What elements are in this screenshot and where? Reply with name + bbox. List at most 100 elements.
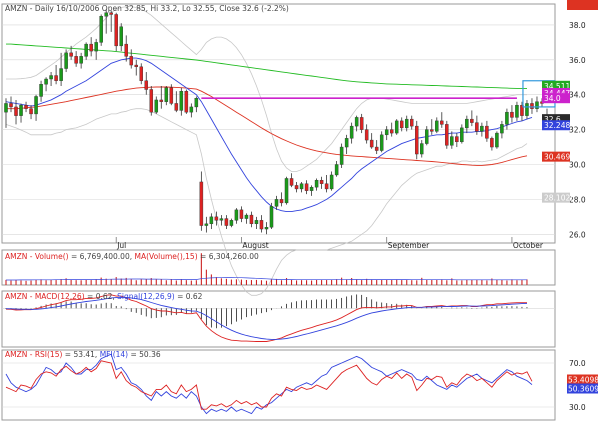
candle-body [334, 164, 339, 176]
candle-body [475, 122, 479, 132]
candle-body [480, 125, 484, 132]
date-tick-label: August [242, 241, 268, 250]
candle-body [169, 87, 174, 104]
candle-body [129, 56, 133, 66]
date-tick-label: Jul [116, 241, 126, 250]
candle-body [404, 118, 409, 129]
legend-part: AMZN - MACD(12,26) [5, 292, 85, 301]
price-tick-label: 32.0 [569, 126, 586, 135]
candle-body [505, 111, 509, 125]
macd-badge [567, 0, 598, 10]
macd-badge-label: 0.61696 [568, 0, 599, 2]
candle-body [254, 220, 259, 225]
legend-part: = 0.62, [85, 292, 118, 301]
candle-body [229, 220, 234, 226]
panel-legend: AMZN - RSI(15) = 53.41, MFI(14) = 50.36 [5, 350, 161, 359]
candle-body [369, 139, 374, 148]
candle-body [530, 103, 534, 109]
macd-line [5, 294, 527, 342]
ma50-line [6, 86, 528, 166]
candle-body [354, 117, 359, 127]
candle-body [279, 199, 284, 204]
candle-body [289, 178, 294, 186]
date-tick-label: October [513, 241, 544, 250]
candle-body [299, 183, 304, 190]
candle-body [440, 120, 444, 125]
candle-body [234, 209, 239, 221]
legend-part: = 53.41, [62, 350, 99, 359]
candle-body [224, 218, 229, 226]
candle-body [309, 186, 314, 191]
bollinger-lower-line [5, 108, 528, 296]
candle-body [134, 64, 138, 68]
candle-body [204, 223, 209, 226]
candle-body [490, 138, 494, 148]
candle-body [189, 106, 194, 113]
macd-signal-line [5, 296, 528, 340]
candle-body [9, 103, 13, 108]
candle-body [59, 68, 63, 81]
legend-part: AMZN - Volume() [5, 252, 69, 261]
legend-part: = 6,769,400.00, [69, 252, 135, 261]
candle-body [455, 136, 459, 143]
candle-body [139, 66, 144, 81]
candle-body [520, 104, 524, 116]
candle-body [144, 80, 149, 90]
candle-body [374, 146, 379, 151]
candle-body [339, 146, 344, 165]
candle-body [124, 43, 128, 57]
price-badge-label: 32.248 [544, 121, 570, 130]
ma20-line [5, 57, 533, 213]
candle-body [149, 89, 154, 113]
candle-body [94, 42, 98, 52]
candle-body [119, 26, 123, 47]
candle-body [394, 120, 399, 134]
candle-body [64, 52, 68, 69]
candle-body [319, 179, 324, 184]
legend-part: MA(Volume(),15) [135, 252, 198, 261]
legend-part: = 0.62 [175, 292, 203, 301]
candle-body [179, 91, 184, 111]
candle-body [14, 106, 18, 116]
candle-body [269, 206, 274, 228]
price-badge [542, 80, 570, 91]
candle-body [259, 220, 264, 230]
candle-body [114, 14, 118, 47]
candle-body [19, 104, 23, 116]
price-badge [542, 120, 570, 131]
legend-part: = 6,304,260.00 [198, 252, 259, 261]
candle-body [54, 75, 58, 81]
rsi-tick-label: 70.0 [569, 359, 586, 368]
candlesticks [4, 9, 549, 235]
candle-body [425, 129, 429, 144]
candle-body [99, 16, 103, 43]
candle-body [304, 183, 309, 191]
legend-part: MFI(14) [100, 350, 128, 359]
candle-body [184, 91, 189, 113]
candle-body [244, 214, 249, 219]
candle-body [324, 183, 329, 190]
macd-lines [5, 294, 528, 342]
price-badge [542, 151, 570, 162]
price-axis: 38.036.034.032.030.028.026.034.511834.44… [542, 21, 586, 239]
rsi-grid: 70.0 30.0 [2, 359, 586, 412]
candle-body [219, 218, 224, 221]
price-badge [542, 192, 570, 203]
candle-body [344, 138, 349, 148]
rsi-badge [567, 374, 598, 385]
candle-body [4, 103, 8, 113]
candle-body [74, 56, 78, 64]
candle-body [420, 143, 424, 155]
candle-body [445, 124, 449, 146]
candle-body [39, 84, 43, 97]
price-grid [2, 24, 555, 235]
candle-body [239, 209, 244, 219]
macd-extra: AMZN - MACD(12,26) = 0.62, Signal(12,26,… [5, 0, 600, 301]
price-badge [542, 93, 570, 104]
price-tick-label: 38.0 [569, 21, 586, 30]
candle-body [274, 199, 279, 207]
mfi-line [5, 353, 533, 415]
bollinger-bands [5, 6, 528, 296]
